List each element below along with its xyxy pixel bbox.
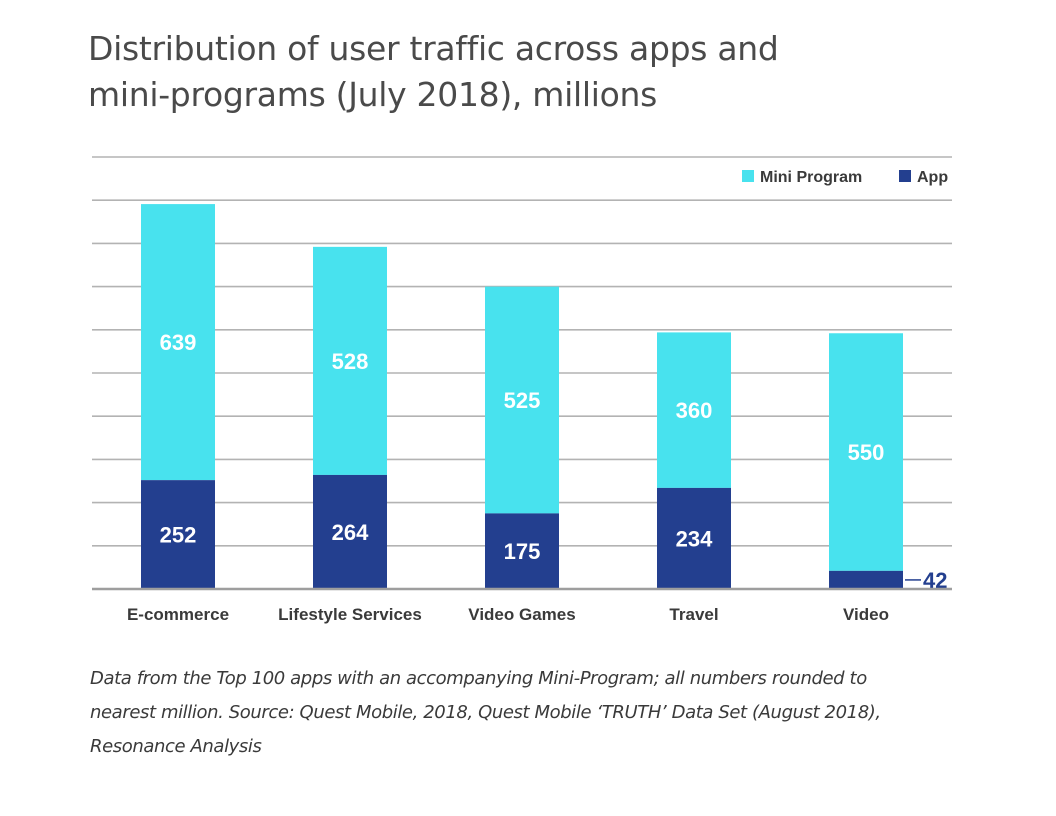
bar-segment-app	[829, 570, 903, 589]
x-axis-tick-label: Video	[843, 605, 889, 624]
x-axis-tick-label: E-commerce	[127, 605, 229, 624]
bar-segment-mini-program	[657, 332, 731, 488]
x-axis-tick-label: Video Games	[468, 605, 575, 624]
bar-segment-app	[657, 487, 731, 589]
data-label-mini-program: 360	[676, 398, 713, 423]
caption-line-3: Resonance Analysis	[90, 736, 262, 757]
x-axis-tick-label: Lifestyle Services	[278, 605, 422, 624]
data-label-app: 175	[504, 539, 541, 564]
data-label-mini-program: 525	[504, 388, 541, 413]
bar-segment-app	[313, 474, 387, 589]
caption-line-2: nearest million. Source: Quest Mobile, 2…	[90, 702, 881, 723]
chart-title-line-2: mini-programs (July 2018), millions	[88, 75, 658, 114]
legend-label: App	[917, 169, 948, 186]
chart-title-line-1: Distribution of user traffic across apps…	[88, 29, 779, 68]
bar-segment-mini-program	[829, 333, 903, 571]
bar-segment-mini-program	[141, 204, 215, 481]
legend-swatch	[899, 170, 911, 182]
bar-segment-app	[141, 480, 215, 589]
data-label-app: 264	[332, 520, 369, 545]
caption-line-1: Data from the Top 100 apps with an accom…	[90, 668, 867, 689]
data-label-app: 234	[676, 526, 713, 551]
legend-label: Mini Program	[760, 169, 862, 186]
data-label-mini-program: 528	[332, 349, 369, 374]
legend-swatch	[742, 170, 754, 182]
chart-caption: Data from the Top 100 apps with an accom…	[90, 662, 970, 764]
bar-segment-mini-program	[485, 286, 559, 514]
data-label-app: 252	[160, 523, 197, 548]
bar-segment-mini-program	[313, 246, 387, 475]
bar-segment-app	[485, 513, 559, 589]
chart-title: Distribution of user traffic across apps…	[88, 26, 988, 118]
x-axis-tick-label: Travel	[669, 605, 718, 624]
data-label-mini-program: 639	[160, 330, 197, 355]
data-label-mini-program: 550	[848, 440, 885, 465]
